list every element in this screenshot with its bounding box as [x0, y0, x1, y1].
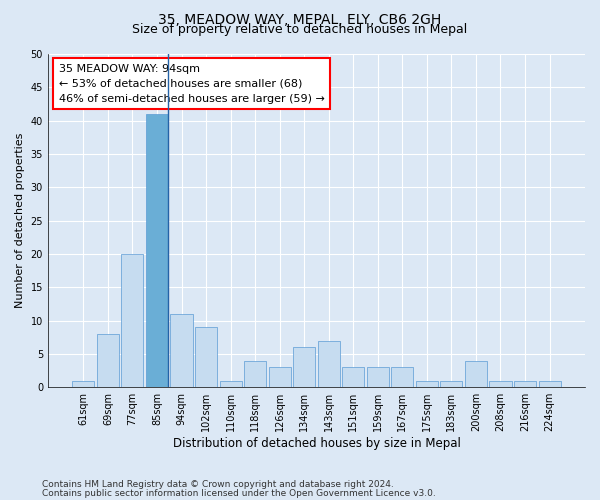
Text: Contains public sector information licensed under the Open Government Licence v3: Contains public sector information licen… [42, 490, 436, 498]
Bar [220, 380, 242, 387]
Bar [465, 360, 487, 387]
Bar [293, 347, 315, 387]
Bar [195, 327, 217, 387]
Bar [97, 334, 119, 387]
Bar [440, 380, 463, 387]
Y-axis label: Number of detached properties: Number of detached properties [15, 133, 25, 308]
Bar [244, 360, 266, 387]
Bar [342, 367, 364, 387]
Bar [490, 380, 512, 387]
Bar [514, 380, 536, 387]
Bar [146, 114, 168, 387]
Bar [539, 380, 560, 387]
Bar [73, 380, 94, 387]
Text: Contains HM Land Registry data © Crown copyright and database right 2024.: Contains HM Land Registry data © Crown c… [42, 480, 394, 489]
Bar [391, 367, 413, 387]
Text: 35 MEADOW WAY: 94sqm
← 53% of detached houses are smaller (68)
46% of semi-detac: 35 MEADOW WAY: 94sqm ← 53% of detached h… [59, 64, 325, 104]
Bar [317, 340, 340, 387]
Text: Size of property relative to detached houses in Mepal: Size of property relative to detached ho… [133, 22, 467, 36]
Bar [121, 254, 143, 387]
Text: 35, MEADOW WAY, MEPAL, ELY, CB6 2GH: 35, MEADOW WAY, MEPAL, ELY, CB6 2GH [158, 12, 442, 26]
Bar [367, 367, 389, 387]
X-axis label: Distribution of detached houses by size in Mepal: Distribution of detached houses by size … [173, 437, 460, 450]
Bar [269, 367, 290, 387]
Bar [170, 314, 193, 387]
Bar [416, 380, 438, 387]
